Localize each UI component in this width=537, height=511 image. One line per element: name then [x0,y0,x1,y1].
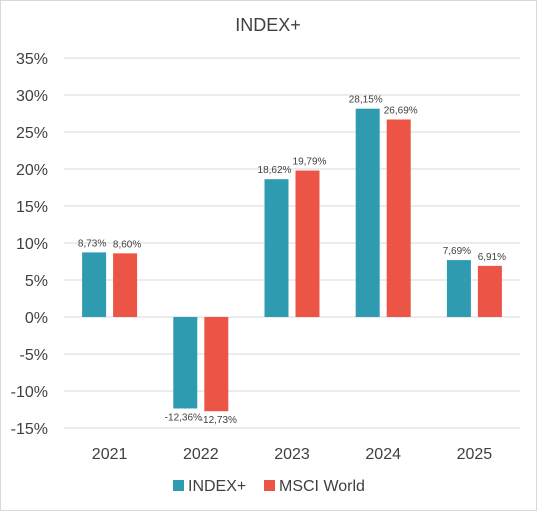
data-label: 26,69% [384,105,418,116]
chart-title: INDEX+ [235,15,301,35]
y-tick-label: 5% [25,273,48,290]
x-tick-label: 2021 [92,446,128,463]
bar-index--2022 [173,317,198,409]
x-axis-ticks: 2021 2022 2023 2024 2025 [92,446,492,463]
bar-index--2021 [82,252,107,317]
data-label: 18,62% [258,165,292,176]
bar-msci-world-2025 [477,265,502,317]
data-label: 19,79% [293,157,327,168]
data-label: 8,73% [78,238,106,249]
y-tick-label: 10% [16,236,48,253]
data-labels: 8,73% 8,60% -12,36%-12,73% 18,62%19,79% 28,1… [78,95,506,427]
data-label: 7,69% [443,246,471,257]
y-tick-label: 30% [16,88,48,105]
x-tick-label: 2022 [183,446,219,463]
legend-swatch [173,480,184,491]
legend-label: MSCI World [279,478,365,495]
x-tick-label: 2025 [457,446,493,463]
y-tick-label: 35% [16,51,48,68]
data-label: 8,60% [113,239,141,250]
y-axis-ticks: 35% 30% 25% 20% 15% 10% 5% 0% -5% -10% -15% [11,51,48,438]
y-tick-label: 15% [16,199,48,216]
bar-msci-world-2023 [295,170,320,317]
y-tick-label: 0% [25,310,48,327]
y-tick-label: 20% [16,162,48,179]
bars [82,108,502,412]
legend: INDEX+ MSCI World [173,478,365,495]
bar-index--2023 [264,179,289,317]
y-tick-label: 25% [16,125,48,142]
legend-label: INDEX+ [188,478,246,495]
bar-msci-world-2021 [113,253,138,317]
data-label: -12,36% [165,412,202,423]
y-tick-label: -5% [20,347,48,364]
data-label: 28,15% [349,95,383,106]
bar-index--2025 [446,260,471,317]
y-tick-label: -10% [11,384,48,401]
x-tick-label: 2024 [365,446,401,463]
x-tick-label: 2023 [274,446,310,463]
legend-swatch [264,480,275,491]
data-label: -12,73% [200,415,237,426]
gridlines [64,57,520,429]
bar-msci-world-2024 [386,119,411,317]
bar-msci-world-2022 [204,317,229,412]
data-label: 6,91% [478,252,506,263]
y-tick-label: -15% [11,421,48,438]
bar-index--2024 [355,108,380,317]
